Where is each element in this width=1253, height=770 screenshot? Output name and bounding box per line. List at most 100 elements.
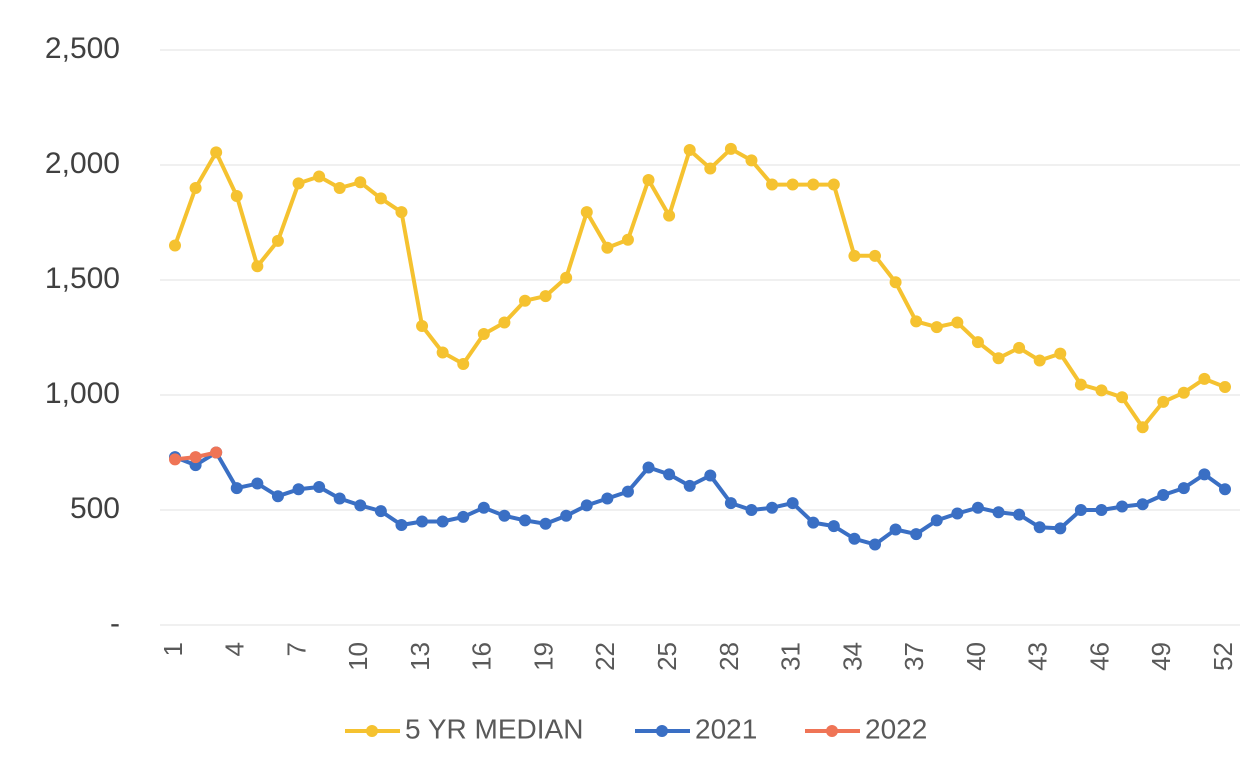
- data-point: [292, 483, 305, 496]
- x-tick-label: 13: [405, 642, 435, 671]
- data-point: [621, 233, 634, 246]
- x-tick-label: 52: [1208, 642, 1238, 671]
- data-point: [1136, 421, 1149, 434]
- data-point: [807, 516, 820, 529]
- x-tick-label: 25: [652, 642, 682, 671]
- data-point: [704, 162, 717, 175]
- data-point: [519, 294, 531, 307]
- data-point: [1116, 500, 1129, 513]
- data-point: [539, 290, 552, 303]
- data-point: [745, 154, 758, 167]
- data-point: [210, 146, 223, 159]
- x-tick-label: 37: [899, 642, 929, 671]
- data-point: [1116, 391, 1129, 404]
- data-point: [354, 499, 367, 512]
- data-point: [436, 346, 449, 359]
- data-point: [642, 173, 655, 186]
- data-point: [807, 178, 820, 191]
- data-point: [683, 479, 696, 492]
- data-point: [374, 192, 387, 205]
- data-point: [601, 492, 614, 505]
- x-tick-label: 22: [590, 642, 620, 671]
- data-point: [642, 461, 655, 474]
- y-tick-label: 1,000: [45, 377, 120, 410]
- data-point: [457, 357, 470, 370]
- legend-label: 5 YR MEDIAN: [405, 713, 583, 744]
- data-point: [1074, 378, 1087, 391]
- data-point: [1054, 347, 1067, 360]
- data-point: [1219, 380, 1231, 393]
- data-point: [1177, 482, 1190, 495]
- y-tick-label: 2,000: [45, 147, 120, 180]
- data-point: [230, 482, 243, 495]
- x-tick-label: 34: [837, 642, 867, 671]
- data-point: [786, 497, 799, 510]
- data-point: [889, 276, 902, 289]
- data-point: [663, 209, 676, 222]
- data-point: [333, 492, 346, 505]
- data-point: [477, 328, 490, 341]
- data-point: [786, 178, 799, 191]
- data-point: [1033, 521, 1046, 534]
- data-point: [169, 453, 181, 466]
- data-point: [416, 320, 429, 332]
- data-point: [560, 509, 573, 522]
- data-point: [539, 517, 552, 530]
- y-tick-label: 1,500: [45, 262, 120, 295]
- data-point: [395, 518, 408, 531]
- data-point: [1177, 386, 1190, 399]
- data-point: [869, 249, 881, 262]
- data-point: [621, 485, 634, 498]
- data-point: [498, 509, 511, 522]
- data-point: [1054, 522, 1067, 535]
- data-point: [457, 510, 470, 523]
- data-point: [704, 469, 717, 482]
- data-point: [313, 481, 326, 493]
- data-point: [951, 316, 964, 329]
- data-point: [210, 446, 223, 459]
- data-point: [1013, 341, 1026, 354]
- data-point: [271, 234, 284, 247]
- data-point: [951, 507, 964, 520]
- data-point: [930, 514, 943, 527]
- data-point: [930, 321, 943, 334]
- data-point: [251, 260, 264, 273]
- x-tick-label: 19: [528, 642, 558, 671]
- data-point: [189, 182, 202, 194]
- data-point: [745, 504, 758, 516]
- data-point: [292, 177, 305, 190]
- data-point: [1157, 395, 1170, 408]
- data-point: [169, 239, 181, 252]
- data-point: [683, 144, 696, 157]
- data-point: [910, 315, 923, 328]
- data-point: [889, 523, 902, 536]
- series-line: [173, 146, 1226, 430]
- data-point: [189, 451, 202, 464]
- x-tick-label: 43: [1023, 642, 1053, 671]
- data-point: [230, 190, 243, 203]
- data-point: [971, 336, 984, 349]
- data-point: [354, 176, 367, 189]
- data-point: [766, 501, 779, 514]
- data-point: [1074, 504, 1087, 516]
- legend-marker: [826, 725, 838, 737]
- legend-label: 2021: [695, 713, 757, 744]
- data-point: [580, 206, 593, 219]
- data-point: [724, 142, 737, 155]
- data-point: [416, 515, 429, 528]
- x-tick-label: 31: [776, 642, 806, 671]
- data-point: [395, 206, 408, 219]
- legend-marker: [656, 725, 668, 737]
- data-point: [1095, 384, 1108, 397]
- data-point: [477, 501, 490, 514]
- data-point: [1198, 372, 1211, 385]
- legend-marker: [366, 725, 378, 737]
- x-tick-label: 16: [467, 642, 497, 671]
- data-point: [436, 515, 449, 528]
- y-tick-label: 500: [70, 492, 120, 525]
- data-point: [663, 468, 676, 481]
- x-tick-label: 1: [158, 642, 188, 656]
- data-point: [271, 490, 284, 503]
- data-point: [580, 499, 593, 512]
